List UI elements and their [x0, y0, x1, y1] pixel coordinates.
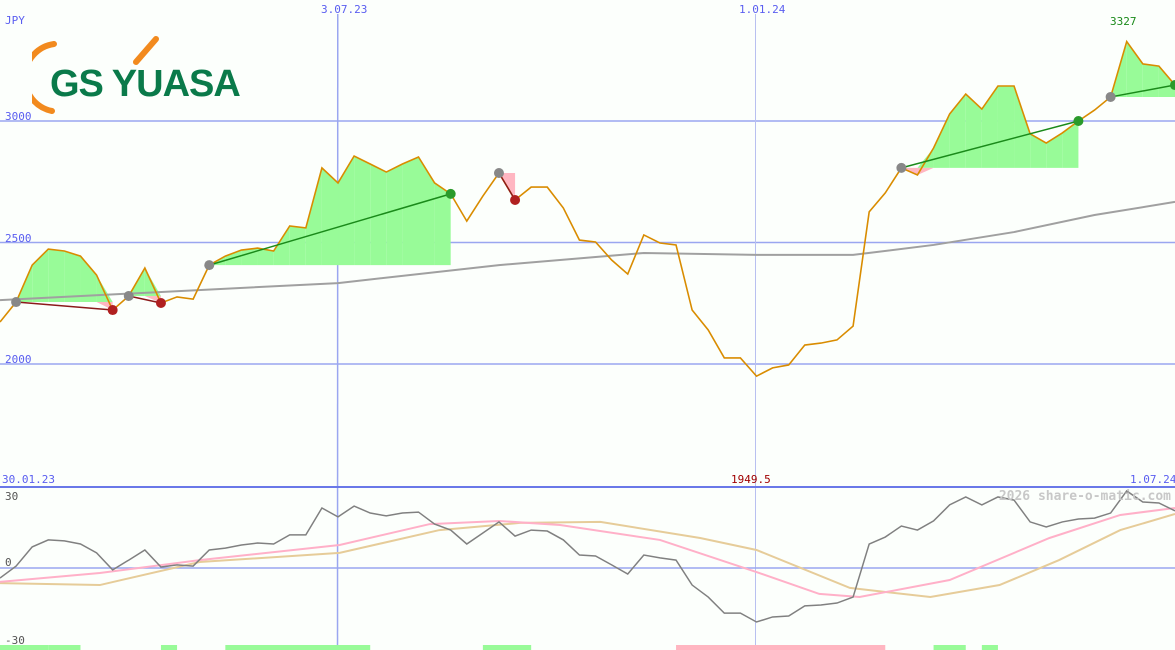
watermark: 2026 share-o-matic.com	[998, 489, 1171, 504]
trade-fill	[1158, 66, 1175, 97]
exit-marker	[510, 194, 521, 205]
exit-marker	[107, 305, 118, 316]
svg-text:GS YUASA: GS YUASA	[50, 63, 240, 105]
trade-fill	[1030, 133, 1047, 168]
trade-fill	[402, 156, 419, 266]
trade-fill	[981, 86, 998, 168]
start-date-label: 30.01.23	[2, 473, 55, 486]
entry-marker	[493, 168, 504, 179]
exit-marker	[1170, 80, 1175, 91]
currency-label: JPY	[5, 14, 25, 27]
trade-fill	[338, 155, 355, 266]
trade-fill	[1126, 41, 1143, 97]
trade-fill	[321, 167, 339, 266]
entry-marker	[11, 297, 22, 308]
trade-line	[209, 193, 451, 266]
x-tick-label: 3.07.23	[321, 3, 368, 16]
y-tick-2500: 2500	[5, 232, 32, 245]
signal-bar	[676, 645, 886, 650]
signal-bar	[48, 645, 81, 650]
trade-fill	[273, 225, 290, 266]
trade-line	[16, 301, 113, 311]
exit-marker	[1073, 116, 1084, 126]
end-date-label: 1.07.24	[1130, 473, 1175, 486]
signal-bar	[933, 645, 966, 650]
signal-line-2	[0, 513, 1175, 599]
signal-bar	[160, 645, 178, 650]
trade-fill	[933, 113, 950, 168]
moving-average-line	[0, 200, 1175, 302]
entry-marker	[123, 290, 134, 301]
signal-line-1	[0, 507, 1175, 599]
signal-bar	[482, 645, 532, 650]
exit-marker	[155, 298, 166, 309]
trade-fill	[305, 167, 322, 266]
trade-fill	[64, 251, 81, 303]
trade-fill	[434, 182, 451, 266]
oscillator-line	[0, 489, 1175, 623]
entry-marker	[204, 260, 215, 271]
trade-fill	[386, 164, 403, 266]
entry-marker	[1105, 91, 1116, 102]
trade-line	[498, 172, 516, 201]
trade-fill	[1062, 121, 1079, 168]
osc-tick-30: 30	[5, 490, 19, 503]
min-price-label: 1949.5	[731, 473, 771, 486]
trade-fill	[1046, 132, 1063, 168]
trade-fill	[144, 268, 161, 296]
trade-fill	[241, 248, 258, 266]
max-price-label: 3327	[1110, 15, 1137, 28]
trade-fill	[965, 94, 982, 168]
entry-marker	[896, 162, 907, 173]
y-tick-3000: 3000	[5, 110, 32, 123]
trade-fill	[997, 86, 1015, 168]
signal-bar	[981, 645, 998, 650]
osc-tick-0: 0	[5, 556, 12, 569]
y-tick-2000: 2000	[5, 353, 32, 366]
trade-line	[901, 120, 1079, 169]
trade-fill	[1142, 63, 1159, 97]
trade-fill	[289, 225, 306, 266]
trade-fill	[418, 156, 435, 266]
x-tick-label: 1.01.24	[739, 3, 786, 16]
trade-fill	[257, 248, 274, 266]
signal-bar	[225, 645, 371, 650]
trade-fill	[949, 94, 966, 168]
trade-fill	[354, 155, 371, 266]
signal-bar	[0, 645, 49, 650]
trade-line	[1110, 84, 1175, 98]
trade-fill	[96, 302, 113, 311]
trade-fill	[48, 249, 65, 303]
trade-fill	[80, 256, 97, 303]
trade-line	[128, 295, 162, 304]
price-line	[0, 39, 1175, 378]
gs-yuasa-logo: GS YUASA	[32, 36, 241, 114]
trade-fill	[32, 249, 49, 303]
exit-marker	[445, 188, 456, 199]
osc-tick-minus30: -30	[5, 634, 25, 647]
trade-fill	[1014, 86, 1031, 168]
